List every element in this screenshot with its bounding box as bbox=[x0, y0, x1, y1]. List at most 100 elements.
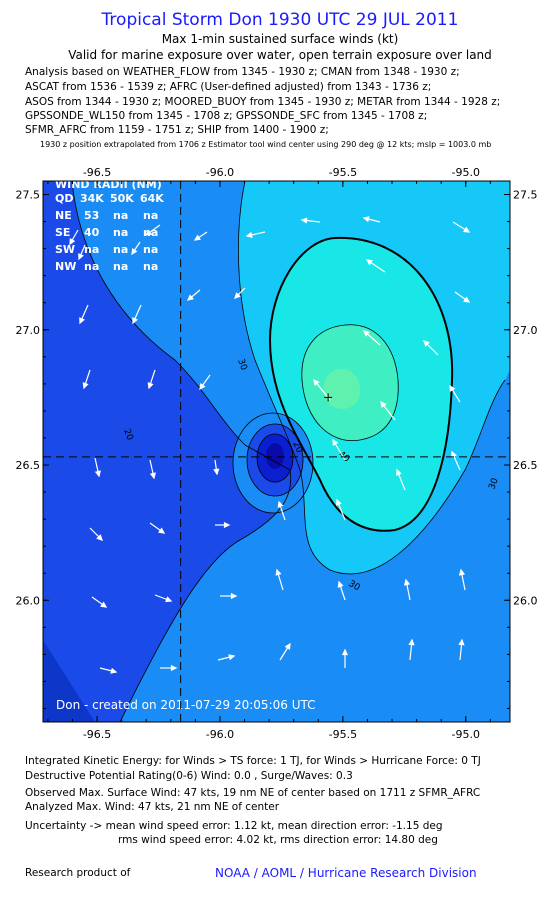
radii-cell: na bbox=[84, 243, 99, 256]
wind-vector-arrow bbox=[149, 459, 156, 480]
band-sw-corner bbox=[43, 640, 95, 722]
lat-tick-label-left: 27.5 bbox=[16, 189, 41, 202]
wind-vector-arrow bbox=[454, 291, 471, 303]
radii-cell: na bbox=[143, 243, 158, 256]
analyzed-max-line: Analyzed Max. Wind: 47 kts, 21 nm NE of … bbox=[25, 801, 280, 813]
wind-vector-arrow bbox=[341, 648, 349, 668]
radii-header-cell: 50K bbox=[110, 192, 134, 205]
radii-cell: na bbox=[143, 260, 158, 273]
wind-vector-arrow bbox=[365, 259, 386, 273]
axis-ticks bbox=[43, 181, 510, 722]
wind-vector-arrow bbox=[451, 450, 461, 471]
wind-vector-arrow bbox=[245, 231, 266, 238]
wind-vector-arrow bbox=[99, 667, 118, 674]
plot-frame bbox=[42, 180, 511, 723]
wind-radii-title: WIND RADII (NM) bbox=[55, 178, 162, 191]
lat-tick-label-left: 27.0 bbox=[16, 324, 41, 337]
axis-tick-labels: -96.5 -96.5 -96.0 -96.0 -95.5 -95.5 -95.0 -95.0… bbox=[16, 166, 538, 741]
wind-vector-arrow bbox=[89, 527, 103, 541]
radii-header-cell: 34K bbox=[80, 192, 104, 205]
wind-vector-arrow bbox=[193, 231, 208, 241]
wind-vector-arrow bbox=[160, 664, 178, 672]
contour-label: 30 bbox=[235, 358, 248, 372]
radii-header-cell: QD bbox=[55, 192, 73, 205]
lat-tick-label-right: 26.5 bbox=[513, 459, 538, 472]
dpr-line: Destructive Potential Rating(0-6) Wind: … bbox=[25, 770, 353, 782]
wind-vector-arrow bbox=[144, 224, 161, 236]
lat-tick-label-left: 26.5 bbox=[16, 459, 41, 472]
lon-tick-label-top: -95.0 bbox=[452, 166, 480, 179]
radii-cell: NW bbox=[55, 260, 76, 273]
radii-cell: na bbox=[84, 260, 99, 273]
radii-cell: na bbox=[143, 226, 158, 239]
lat-tick-label-left: 26.0 bbox=[16, 594, 41, 607]
wind-vector-arrow bbox=[82, 369, 91, 390]
wind-vector-arrow bbox=[423, 340, 439, 356]
lat-tick-label-right: 27.5 bbox=[513, 189, 538, 202]
wind-vector-arrow bbox=[79, 304, 89, 325]
wind-vector-arrow bbox=[458, 568, 466, 591]
wind-vector-arrow bbox=[335, 498, 346, 521]
source-line: ASCAT from 1536 - 1539 z; AFRC (User-def… bbox=[25, 81, 432, 93]
wind-vector-arrow bbox=[458, 638, 465, 661]
lon-tick-label-bottom: -95.5 bbox=[329, 728, 357, 741]
wind-vector-arrow bbox=[362, 216, 381, 223]
wind-vector-arrow bbox=[279, 642, 291, 661]
wind-vector-arrow bbox=[215, 521, 231, 529]
radii-cell: na bbox=[113, 243, 128, 256]
radii-cell: na bbox=[143, 209, 158, 222]
wind-vector-arrow bbox=[403, 578, 411, 601]
contour-lines bbox=[71, 181, 506, 722]
low-core-center bbox=[266, 443, 284, 469]
wind-vector-arrow bbox=[199, 374, 211, 391]
contour-label: 20 bbox=[121, 428, 134, 442]
lon-tick-label-top: -96.5 bbox=[83, 166, 111, 179]
wind-vector-arrow bbox=[452, 221, 471, 233]
wind-vector-arrow bbox=[147, 369, 156, 390]
wind-vector-arrow bbox=[131, 241, 141, 256]
wind-vector-arrow bbox=[277, 500, 286, 521]
radii-header-cell: 64K bbox=[140, 192, 164, 205]
source-line: SFMR_AFRC from 1159 - 1751 z; SHIP from … bbox=[25, 124, 329, 136]
wind-vector-arrow bbox=[449, 384, 461, 403]
wind-field-map: 20 30 40 30 20 30 WIND RADII (NM) QD 34K… bbox=[16, 166, 538, 741]
wind-vector-arrow bbox=[337, 580, 346, 601]
wind-vector-arrow bbox=[186, 289, 201, 301]
lon-tick-label-bottom: -96.5 bbox=[83, 728, 111, 741]
wind-vector-arrow bbox=[213, 459, 220, 476]
radii-cell: SW bbox=[55, 243, 75, 256]
lon-tick-label-bottom: -95.0 bbox=[452, 728, 480, 741]
wind-vector-arrow bbox=[380, 400, 396, 421]
wind-vector-arrow bbox=[220, 592, 238, 600]
wind-vectors bbox=[69, 216, 471, 674]
lon-tick-label-bottom: -96.0 bbox=[206, 728, 234, 741]
contour-label: 30 bbox=[487, 477, 500, 491]
radii-cell: NE bbox=[55, 209, 72, 222]
lon-tick-label-top: -95.5 bbox=[329, 166, 357, 179]
ike-line: Integrated Kinetic Energy: for Winds > T… bbox=[25, 755, 481, 767]
lon-tick-label-top: -96.0 bbox=[206, 166, 234, 179]
wind-vector-arrow bbox=[132, 304, 142, 325]
map-subtitle: Max 1-min sustained surface winds (kt) bbox=[161, 32, 399, 46]
wind-vector-arrow bbox=[234, 287, 246, 299]
organization-link[interactable]: NOAA / AOML / Hurricane Research Divisio… bbox=[215, 866, 477, 880]
radii-cell: na bbox=[113, 260, 128, 273]
wind-vector-arrow bbox=[91, 596, 108, 608]
exposure-note: Valid for marine exposure over water, op… bbox=[68, 48, 492, 62]
radii-cell: 53 bbox=[84, 209, 99, 222]
wind-vector-arrow bbox=[149, 522, 166, 534]
lat-tick-label-right: 27.0 bbox=[513, 324, 538, 337]
wind-vector-arrow bbox=[275, 568, 284, 591]
source-line: ASOS from 1344 - 1930 z; MOORED_BUOY fro… bbox=[25, 96, 501, 108]
source-line: Analysis based on WEATHER_FLOW from 1345… bbox=[25, 66, 460, 78]
research-product-label: Research product of bbox=[25, 867, 131, 879]
radii-cell: SE bbox=[55, 226, 70, 239]
source-line: GPSSONDE_WL150 from 1345 - 1708 z; GPSSO… bbox=[25, 110, 428, 122]
wind-vector-arrow bbox=[362, 330, 381, 346]
observed-max-line: Observed Max. Surface Wind: 47 kts, 19 n… bbox=[25, 787, 481, 799]
wind-vector-arrow bbox=[313, 378, 331, 401]
radii-cell: 40 bbox=[84, 226, 100, 239]
contour-label: 20 bbox=[290, 440, 304, 455]
map-title: Tropical Storm Don 1930 UTC 29 JUL 2011 bbox=[101, 10, 459, 30]
extrapolation-note: 1930 z position extrapolated from 1706 z… bbox=[40, 140, 492, 149]
